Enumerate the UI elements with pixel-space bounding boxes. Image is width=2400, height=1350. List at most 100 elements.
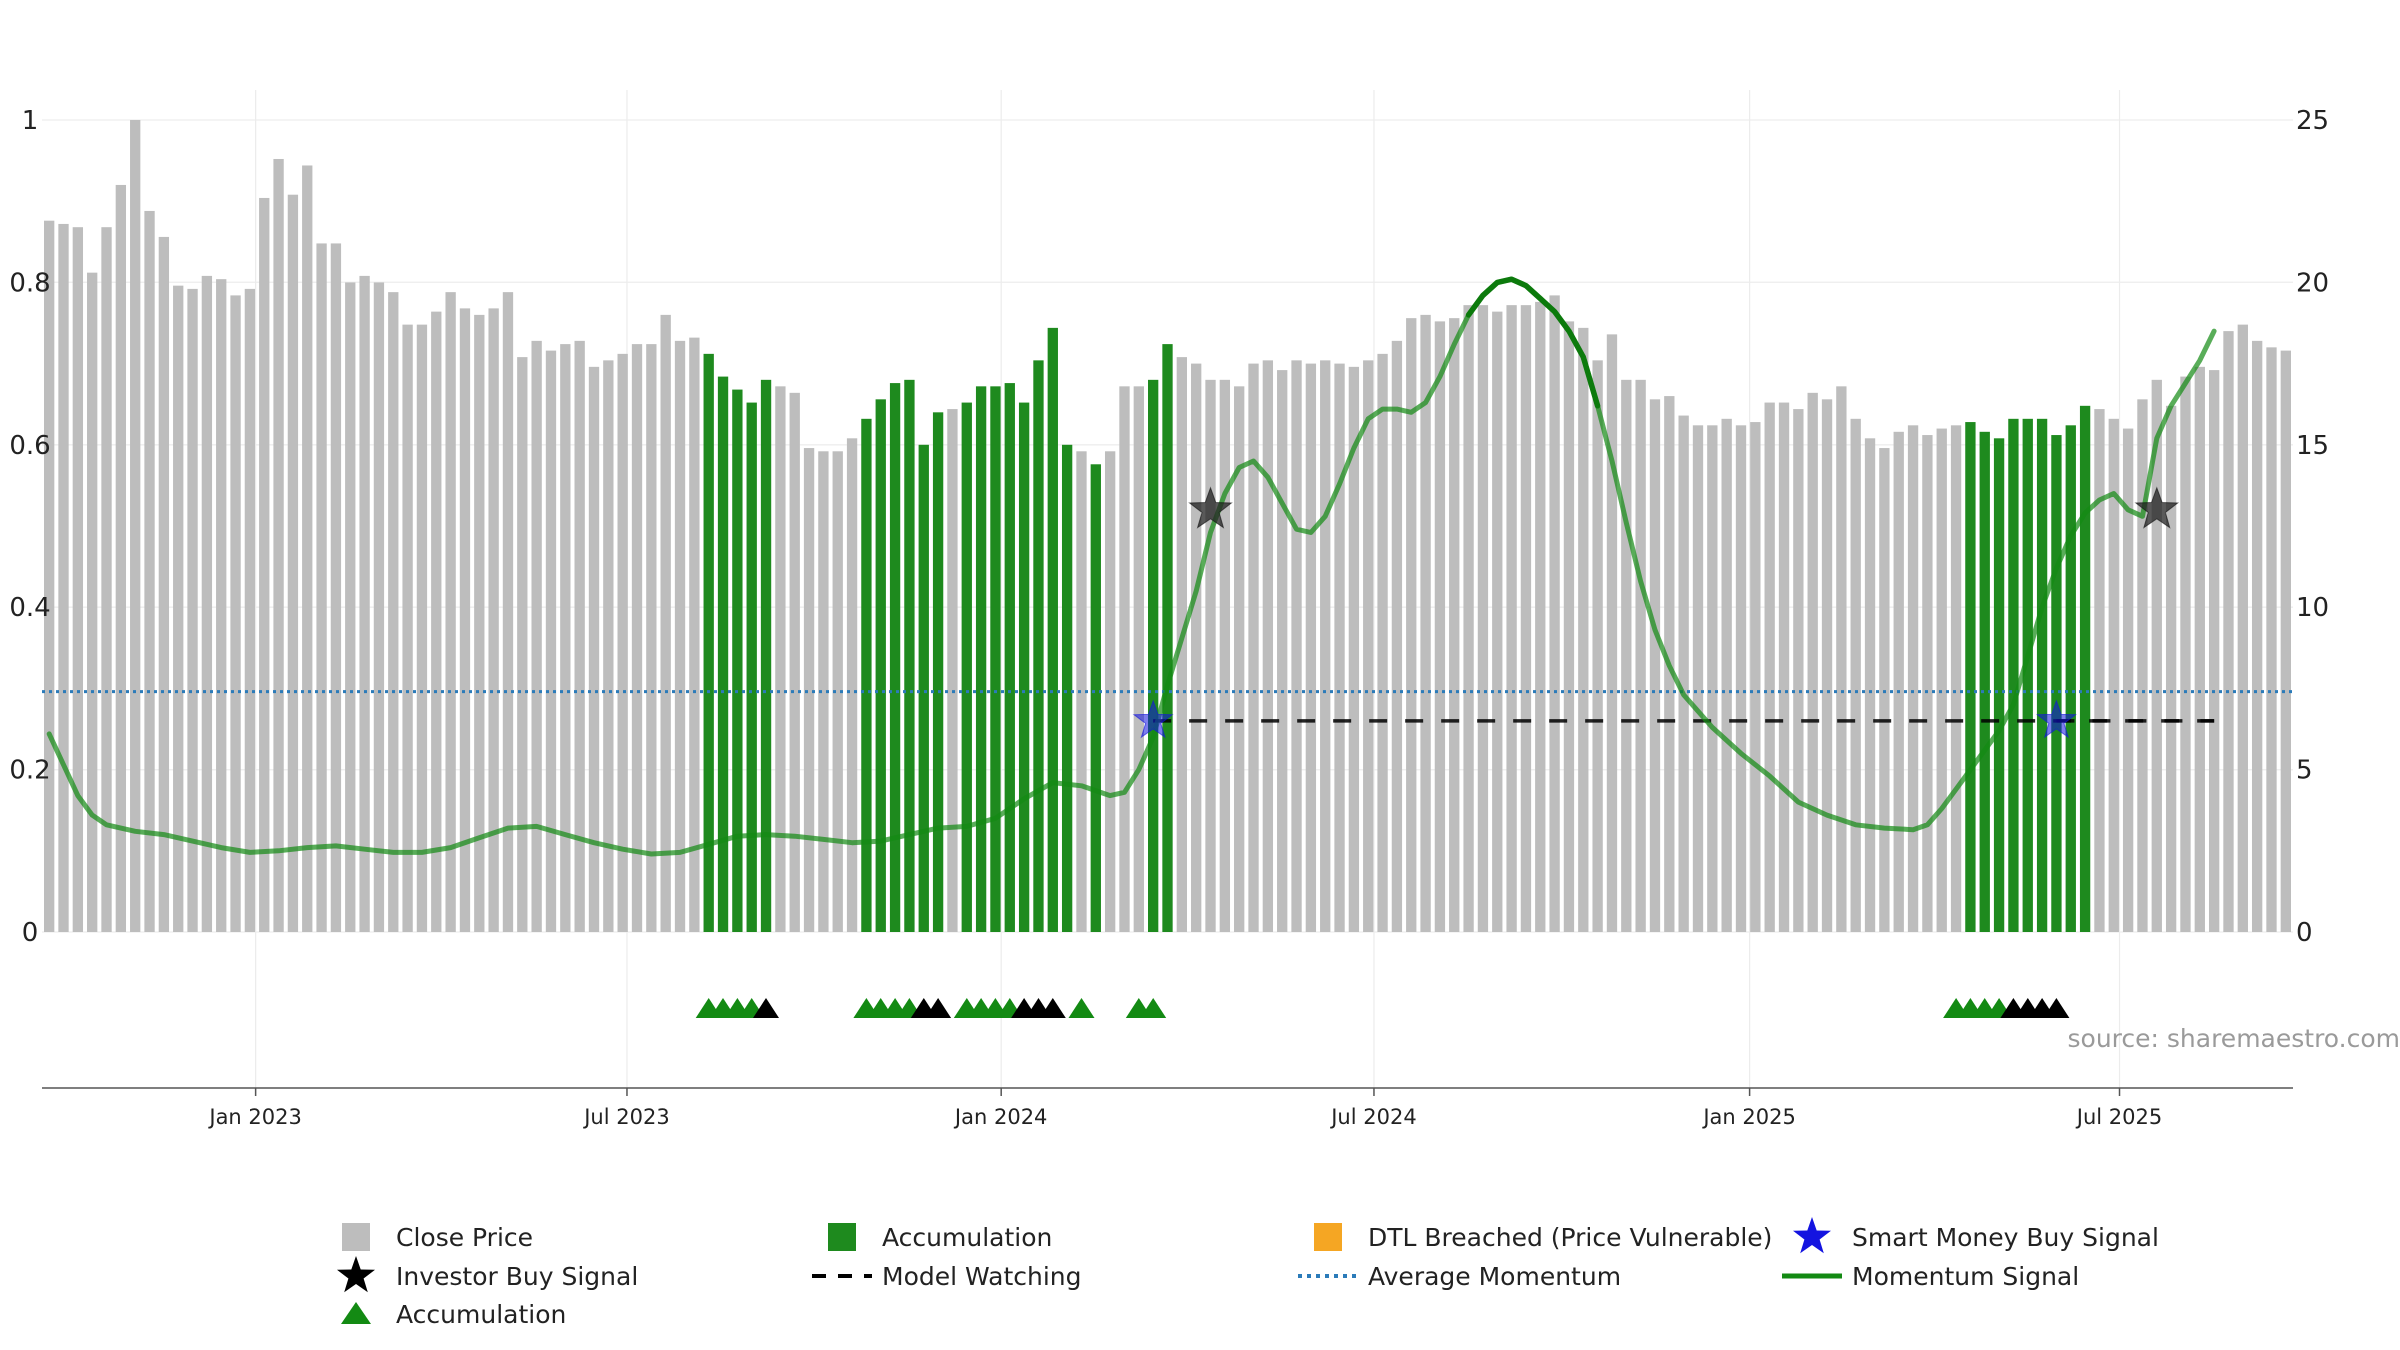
close-price-bar	[775, 386, 786, 932]
close-price-bar	[1922, 435, 1933, 932]
legend: Close Price Accumulation DTL Breached (Pri…	[337, 1217, 2159, 1329]
legend-label-close: Close Price	[396, 1223, 533, 1252]
legend-label-smart: Smart Money Buy Signal	[1852, 1223, 2159, 1252]
close-price-bar	[1793, 409, 1804, 932]
accumulation-bar	[2036, 418, 2048, 932]
close-price-bar	[1363, 360, 1374, 932]
close-price-bar	[1563, 321, 1575, 933]
right-axis-tick-label: 10	[2296, 593, 2329, 623]
close-price-bar	[388, 292, 399, 932]
close-price-bar	[560, 344, 571, 932]
close-price-bar	[2151, 379, 2162, 933]
accumulation-bar	[2051, 435, 2062, 932]
momentum-signal-emphasis	[1465, 276, 1601, 409]
close-price-bar	[1320, 360, 1331, 932]
accumulation-bar	[1004, 383, 1015, 932]
close-price-bar	[2137, 399, 2148, 932]
legend-item-accum_tri: Accumulation	[341, 1300, 566, 1329]
close-price-bar	[1707, 425, 1718, 932]
close-price-bar	[488, 308, 499, 932]
close-price-bar	[1506, 305, 1517, 932]
close-price-bar	[545, 350, 557, 932]
accumulation-bar	[975, 386, 987, 932]
close-price-bars	[44, 120, 2291, 933]
left-axis-tick-label: 0.6	[9, 431, 50, 461]
accumulation-bar	[889, 383, 901, 932]
close-price-bar	[287, 194, 299, 933]
x-axis-tick-label: Jul 2025	[2075, 1105, 2162, 1129]
accumulation-bar	[1047, 327, 1058, 932]
legend-item-avg: Average Momentum	[1298, 1262, 1621, 1291]
close-price-bar	[316, 243, 327, 932]
accumulation-bar	[875, 399, 886, 932]
close-price-bar	[1434, 321, 1446, 933]
legend-label-accum_bar: Accumulation	[882, 1223, 1052, 1252]
investor-buy-star	[1188, 486, 1233, 529]
accumulation-bar	[732, 389, 743, 933]
right-axis-tick-label: 15	[2296, 431, 2329, 461]
left-axis-tick-label: 1	[22, 106, 39, 136]
source-label: source: sharemaestro.com	[2068, 1024, 2400, 1053]
close-price-bar	[1735, 425, 1747, 932]
accumulation-triangles	[695, 998, 2070, 1018]
momentum-signal-group	[46, 276, 2217, 857]
close-price-bar	[1277, 370, 1288, 932]
close-price-bar	[603, 360, 614, 932]
close-price-bar	[1219, 379, 1231, 933]
close-price-bar	[1377, 353, 1388, 933]
close-price-bar	[1649, 399, 1661, 932]
close-price-bar	[2280, 350, 2291, 932]
legend-item-dtl: DTL Breached (Price Vulnerable)	[1314, 1223, 1772, 1252]
accumulation-bar	[904, 379, 915, 933]
close-price-bar	[1549, 295, 1560, 933]
close-price-bar	[660, 314, 671, 932]
legend-item-accum_bar: Accumulation	[828, 1223, 1052, 1252]
left-axis-tick-label: 0.2	[9, 756, 50, 786]
signal-markers	[1132, 486, 2180, 739]
legend-item-momentum: Momentum Signal	[1782, 1262, 2079, 1291]
left-axis-tick-label: 0	[22, 918, 39, 948]
close-price-bar	[1449, 318, 1460, 932]
close-price-bar	[631, 344, 643, 932]
close-price-bar	[502, 292, 514, 932]
close-price-bar	[1836, 386, 1847, 932]
accumulation-bar	[1965, 422, 1976, 932]
accumulation-bar	[918, 444, 929, 932]
close-price-bar	[803, 448, 815, 932]
close-price-bar	[244, 288, 256, 932]
legend-star-investor	[337, 1256, 375, 1293]
close-price-bar	[1821, 399, 1833, 932]
accumulation-bar	[961, 402, 972, 932]
close-price-bar	[2094, 409, 2105, 932]
close-price-bar	[1076, 451, 1087, 932]
close-price-bar	[1606, 334, 1618, 932]
close-price-bar	[2180, 376, 2191, 932]
close-price-bar	[158, 236, 170, 933]
close-price-bar	[201, 275, 213, 932]
investor-buy-star	[2134, 486, 2180, 529]
close-price-bar	[1807, 392, 1818, 932]
accumulation-bar	[2022, 418, 2033, 932]
close-price-bar	[302, 165, 313, 933]
close-price-bar	[1864, 438, 1876, 932]
close-price-bar	[1520, 305, 1532, 932]
legend-label-watching: Model Watching	[882, 1262, 1082, 1291]
close-price-bar	[789, 392, 800, 932]
close-price-bar	[2122, 428, 2134, 932]
close-price-bar	[416, 324, 428, 932]
close-price-bar	[1234, 386, 1245, 932]
close-price-bar	[1492, 311, 1503, 933]
close-price-bar	[1750, 422, 1761, 932]
legend-swatch-close	[342, 1223, 370, 1251]
close-price-bar	[1535, 301, 1546, 932]
close-price-bar	[2237, 324, 2248, 932]
accumulation-bar	[1993, 438, 2005, 932]
left-axis-tick-label: 0.4	[9, 593, 50, 623]
close-price-bar	[1592, 360, 1603, 932]
accumulation-bar	[1090, 464, 1101, 932]
close-price-bar	[588, 366, 600, 932]
close-price-bar	[1420, 314, 1431, 932]
smart-money-buy-star	[2035, 699, 2077, 739]
close-price-bar	[1936, 428, 1947, 932]
